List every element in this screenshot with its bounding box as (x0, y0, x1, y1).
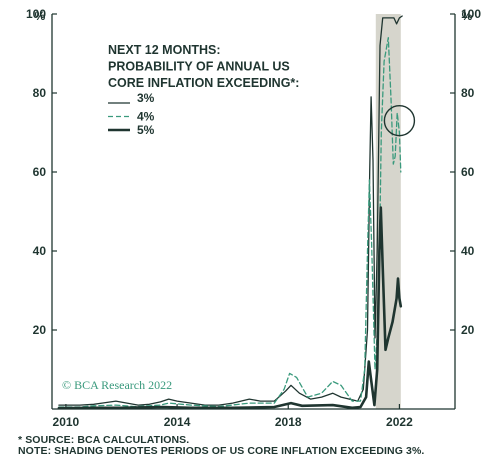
y-tick-label-right: 60 (461, 165, 475, 179)
y-tick-label-right: 40 (461, 244, 475, 258)
footnote-source: * SOURCE: BCA CALCULATIONS. (18, 434, 190, 446)
legend-label-2: 4% (137, 110, 155, 124)
y-tick-label-left: 60 (33, 165, 47, 179)
x-tick-label: 2010 (53, 415, 80, 429)
series-line-2 (58, 37, 402, 408)
legend-title-line: PROBABILITY OF ANNUAL US (108, 60, 290, 74)
y-tick-label-right: 100 (461, 7, 481, 21)
y-unit-left: % (35, 9, 46, 23)
footnote-note: NOTE: SHADING DENOTES PERIODS OF US CORE… (18, 445, 425, 457)
chart-svg: % % 20 20 40 40 60 60 80 80 100 100 2010 2014 2018 2022… (26, 7, 481, 429)
legend-title-line: NEXT 12 MONTHS: (108, 43, 221, 57)
x-tick-label: 2018 (275, 415, 302, 429)
series-line-1 (58, 15, 403, 406)
y-tick-label-left: 40 (33, 244, 47, 258)
y-tick-label-right: 20 (461, 323, 475, 337)
y-tick-label-left: 100 (26, 7, 46, 21)
y-tick-label-left: 80 (33, 86, 47, 100)
watermark: © BCA Research 2022 (62, 378, 172, 392)
annotation-circle (383, 104, 416, 137)
legend-label-3: 5% (137, 123, 155, 137)
y-unit-right: % (462, 9, 473, 23)
x-tick-label: 2022 (386, 415, 413, 429)
x-tick-label: 2014 (164, 415, 191, 429)
series-layer (57, 15, 416, 410)
y-tick-label-left: 20 (33, 323, 47, 337)
legend: NEXT 12 MONTHS: PROBABILITY OF ANNUAL US C… (108, 43, 299, 137)
y-tick-label-right: 80 (461, 86, 475, 100)
series-line-3 (57, 206, 403, 410)
legend-title-line: CORE INFLATION EXCEEDING*: (108, 76, 299, 90)
legend-label-1: 3% (137, 91, 155, 105)
